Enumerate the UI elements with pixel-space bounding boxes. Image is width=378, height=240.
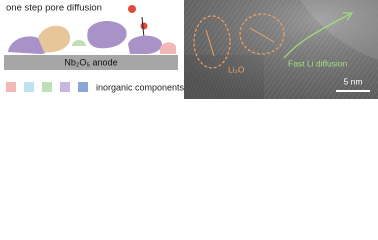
- legend-swatch: [24, 82, 34, 92]
- blob: [8, 36, 49, 54]
- legend-label: inorganic components: [96, 82, 185, 92]
- legend-swatch: [6, 82, 16, 92]
- blob: [87, 21, 127, 49]
- anode-label: Nb₂O₅ anode: [64, 57, 117, 67]
- blob: [38, 25, 71, 53]
- legend-swatch: [42, 82, 52, 92]
- legend-swatch: [78, 82, 88, 92]
- blob: [72, 40, 86, 46]
- ion-icon: [140, 22, 148, 30]
- schematic-title: one step pore diffusion: [6, 3, 102, 14]
- li2o-circle: [193, 15, 231, 69]
- ion-icon: [128, 5, 136, 13]
- legend-swatch: [60, 82, 70, 92]
- figure: one step pore diffusion Nb₂O₅ anode inor…: [4, 0, 378, 99]
- scale-bar-label: 5 nm: [344, 76, 363, 86]
- fringe-mark: [205, 29, 215, 57]
- diffusion-arrow-head: [343, 12, 354, 21]
- blob: [160, 42, 176, 54]
- blob: [128, 35, 163, 54]
- anode-bar: [4, 55, 178, 70]
- diffusion-label: Fast Li diffusion: [288, 58, 348, 68]
- tem-image: Li₂O Fast Li diffusion 5 nm: [184, 0, 378, 99]
- schematic: one step pore diffusion Nb₂O₅ anode inor…: [4, 3, 185, 92]
- fringe-mark: [249, 27, 275, 43]
- diffusion-arrow: [283, 13, 351, 59]
- li2o-label: Li₂O: [228, 64, 245, 74]
- li2o-circle: [239, 13, 285, 55]
